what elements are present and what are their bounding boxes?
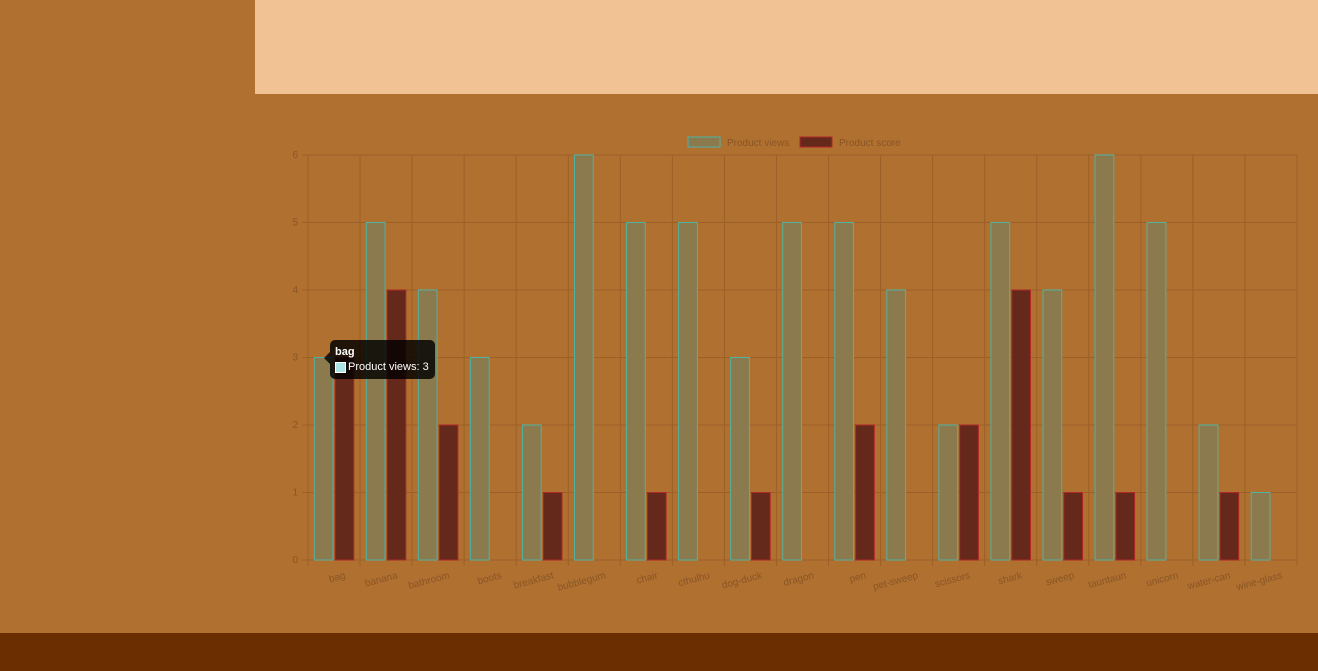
x-tick-label: scissors <box>934 570 972 590</box>
bar-product-views <box>626 222 646 561</box>
bar-product-score <box>438 424 459 561</box>
bar-product-score <box>1063 492 1084 561</box>
x-tick-label: dragon <box>782 570 815 589</box>
x-tick-label: pet-sweep <box>872 570 920 593</box>
x-tick-label: dog-duck <box>721 570 765 592</box>
x-tick-label: chair <box>635 570 659 586</box>
bar-product-score <box>1219 492 1240 561</box>
x-tick-label: boots <box>476 570 502 587</box>
bar-product-views <box>1042 289 1063 561</box>
x-tick-label: pen <box>848 570 867 585</box>
x-axis-ticks: bag banana bathroom boots breakfast bubblegum… <box>328 570 1284 594</box>
bar-product-views <box>365 222 386 561</box>
y-tick-label: 2 <box>292 420 298 431</box>
tooltip-swatch <box>335 362 346 373</box>
bar-product-views <box>782 222 802 561</box>
legend-label: Product views <box>727 138 789 149</box>
y-tick-label: 1 <box>292 488 298 499</box>
bar-product-views <box>834 222 855 561</box>
y-axis-ticks: 0 1 2 3 4 5 6 <box>292 150 298 566</box>
bar-product-score <box>334 357 355 561</box>
x-tick-label: wine-glass <box>1234 570 1283 593</box>
bar-product-views <box>886 289 907 561</box>
x-tick-label: bag <box>328 570 347 585</box>
bar-product-views <box>730 357 750 561</box>
x-tick-label: sweep <box>1045 570 1076 588</box>
bar-product-views <box>678 222 698 561</box>
chart-legend: Product views Product score <box>687 136 901 149</box>
tooltip-label: Product views: 3 <box>348 361 429 373</box>
bar-product-score <box>959 424 979 561</box>
y-tick-label: 6 <box>292 150 298 161</box>
legend-swatch <box>687 136 721 148</box>
bar-product-views <box>417 289 438 561</box>
x-tick-label: tauntaun <box>1087 570 1127 591</box>
bar-product-views <box>574 154 594 561</box>
legend-label: Product score <box>839 138 901 149</box>
x-tick-label: shark <box>997 570 1024 587</box>
x-tick-label: unicorn <box>1145 570 1180 589</box>
x-tick-label: banana <box>364 570 400 589</box>
bar-product-score <box>386 289 407 561</box>
bar-product-score <box>855 424 875 561</box>
bar-product-score <box>542 492 563 561</box>
bar-product-views <box>938 424 959 561</box>
bar-product-views <box>521 424 542 561</box>
x-tick-label: bubblegum <box>556 570 607 593</box>
bar-product-views <box>1250 492 1271 561</box>
y-tick-label: 3 <box>292 353 298 364</box>
footer-bar <box>0 633 1318 671</box>
y-tick-label: 0 <box>292 555 298 566</box>
legend-swatch <box>799 136 833 148</box>
chart-bars <box>313 154 1271 561</box>
bar-product-score <box>750 492 771 561</box>
x-tick-label: water-can <box>1185 570 1231 592</box>
bar-product-views <box>1146 222 1167 561</box>
bar-product-views <box>990 222 1011 561</box>
y-tick-label: 5 <box>292 218 298 229</box>
chart-tooltip: bag Product views: 3 <box>324 340 435 379</box>
bar-product-views <box>313 357 334 561</box>
bar-product-score <box>1115 492 1136 561</box>
bar-product-views <box>1094 154 1115 561</box>
bar-product-views <box>469 357 490 561</box>
bar-product-score <box>646 492 667 561</box>
x-tick-label: cthulhu <box>677 570 711 589</box>
x-tick-label: bathroom <box>407 570 451 592</box>
bar-product-score <box>1011 289 1031 561</box>
bar-product-views <box>1198 424 1219 561</box>
x-tick-label: breakfast <box>512 570 555 591</box>
header-panel <box>255 0 1318 94</box>
tooltip-title: bag <box>335 346 355 358</box>
y-tick-label: 4 <box>292 285 298 296</box>
